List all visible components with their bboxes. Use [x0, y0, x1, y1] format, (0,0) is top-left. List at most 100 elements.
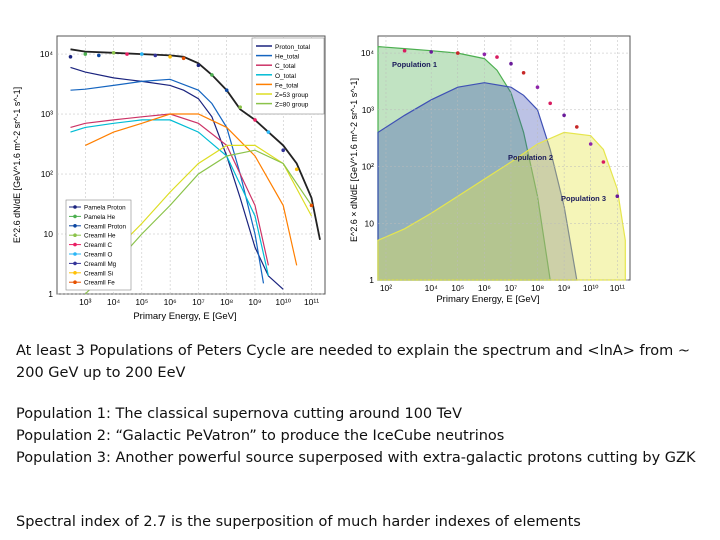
legend-data-label: Pamela He: [84, 214, 116, 221]
left-legend-data: Pamela Proton Pamela He Creamll Proton Crea…: [65, 199, 132, 291]
data-point: [83, 52, 88, 56]
model-curve-3: [70, 119, 269, 277]
left-model-curves: [70, 48, 321, 295]
right-population-labels: Population 1 Population 2 Population 3: [392, 60, 606, 203]
x-tick-label: 10⁵: [135, 297, 148, 307]
legend-data-marker: [73, 261, 77, 266]
right-y-axis-label: E^2.6 × dN/dE [GeV^1.6 m^-2 sr^-1 s^-1]: [349, 78, 359, 242]
legend-model-label: O_total: [275, 73, 297, 80]
data-point: [562, 113, 566, 118]
y-tick-label: 10: [44, 229, 54, 239]
left-legend-models-box: [251, 37, 325, 115]
legend-data-label: Pamela Proton: [84, 205, 126, 212]
caption-population-2: Population 2: “Galactic PeVatron” to pro…: [16, 428, 505, 444]
legend-data-label: Creamll C: [84, 242, 112, 249]
x-tick-label: 10¹⁰: [275, 297, 291, 307]
legend-data-marker: [73, 233, 77, 237]
legend-data-label: Creamll Proton: [84, 223, 126, 230]
y-tick-label: 1: [48, 289, 53, 299]
data-point: [615, 194, 620, 198]
data-point: [429, 50, 434, 54]
data-point: [521, 71, 526, 75]
legend-data-marker: [73, 271, 77, 275]
data-point: [548, 101, 552, 106]
legend-model-label: Z=53 group: [275, 92, 309, 99]
left-x-axis-label: Primary Energy, E [GeV]: [133, 311, 236, 322]
x-tick-label: 10⁴: [425, 283, 438, 293]
x-tick-label: 10⁶: [164, 297, 177, 307]
x-tick-label: 10⁶: [478, 283, 491, 293]
y-tick-label: 10⁴: [361, 48, 374, 58]
x-tick-label: 10²: [380, 283, 392, 293]
right-x-axis-label: Primary Energy, E [GeV]: [436, 294, 539, 305]
population-label-3: Population 3: [561, 194, 606, 203]
caption-population-1: Population 1: The classical supernova cu…: [16, 406, 462, 422]
legend-model-label: He_total: [275, 54, 300, 61]
data-point: [68, 55, 73, 59]
y-tick-label: 10²: [362, 162, 374, 172]
legend-model-label: Proton_total: [275, 44, 311, 51]
legend-data-label: Creamll Si: [84, 270, 113, 277]
caption-populations-list: Population 1: The classical supernova cu…: [16, 403, 706, 469]
y-tick-label: 10³: [362, 105, 374, 115]
legend-data-marker: [73, 214, 77, 219]
data-point: [210, 73, 214, 77]
left-data-points: [68, 51, 314, 208]
legend-data-marker: [73, 252, 77, 256]
data-point: [196, 63, 201, 68]
right-plot-frame: [377, 35, 631, 281]
legend-data-marker: [73, 280, 77, 285]
data-point: [97, 53, 101, 58]
data-point: [266, 130, 271, 134]
x-tick-label: 10⁹: [558, 283, 571, 293]
legend-data-label: Creamll Mg: [84, 261, 117, 268]
caption-spectral-index: Spectral index of 2.7 is the superpositi…: [16, 514, 581, 530]
left-y-ticks: 1 10 10² 10³ 10⁴: [40, 49, 53, 299]
x-tick-label: 10⁸: [220, 297, 233, 307]
population-label-2: Population 2: [508, 153, 553, 162]
figure-area: 10³ 10⁴ 10⁵ 10⁶ 10⁷ 10⁸ 10⁹ 10¹⁰ 10¹¹ 11010²10³1…: [12, 35, 631, 322]
legend-data-label: Creamll He: [84, 233, 116, 240]
legend-data-marker: [73, 205, 77, 209]
right-grid: [378, 36, 630, 281]
right-data-points: [402, 48, 620, 198]
y-tick-label: 10: [365, 218, 375, 228]
data-point: [140, 52, 144, 56]
x-tick-label: 10¹⁰: [583, 283, 599, 293]
left-legend-models: Proton_total He_total C_total O_total Fe_tot…: [251, 37, 325, 115]
data-point: [111, 51, 116, 55]
x-tick-label: 10⁷: [192, 297, 205, 307]
left-chart: 10³ 10⁴ 10⁵ 10⁶ 10⁷ 10⁸ 10⁹ 10¹⁰ 10¹¹ 11010²10³1…: [12, 35, 326, 322]
x-tick-label: 10⁸: [531, 283, 544, 293]
data-point: [168, 55, 172, 59]
data-point: [281, 148, 286, 152]
y-tick-label: 10²: [41, 169, 53, 179]
data-point: [601, 160, 606, 164]
y-tick-label: 10³: [41, 109, 53, 119]
right-population-areas: [377, 45, 626, 281]
data-point: [482, 52, 487, 57]
legend-data-marker: [73, 242, 77, 247]
legend-model-label: Fe_total: [275, 82, 299, 89]
data-point: [224, 88, 229, 92]
x-tick-label: 10¹¹: [610, 283, 625, 293]
x-tick-label: 10³: [79, 297, 91, 307]
data-point: [153, 53, 158, 58]
data-point: [294, 167, 299, 172]
legend-model-label: C_total: [275, 63, 296, 70]
data-point: [125, 52, 129, 56]
data-point: [535, 85, 540, 89]
data-point: [456, 51, 460, 55]
right-y-ticks: 1 10 10² 10³ 10⁴: [361, 48, 374, 285]
data-point: [575, 125, 579, 129]
data-point: [181, 56, 186, 61]
y-tick-label: 10⁴: [40, 49, 53, 59]
legend-data-label: Creamll O: [84, 252, 112, 259]
x-tick-label: 10⁷: [505, 283, 518, 293]
model-curve-0: [70, 66, 284, 290]
legend-data-label: Creamll Fe: [84, 280, 115, 287]
x-tick-label: 10⁴: [107, 297, 120, 307]
model-curve-4: [85, 113, 298, 266]
y-tick-label: 1: [369, 275, 374, 285]
population-label-1: Population 1: [392, 60, 437, 69]
